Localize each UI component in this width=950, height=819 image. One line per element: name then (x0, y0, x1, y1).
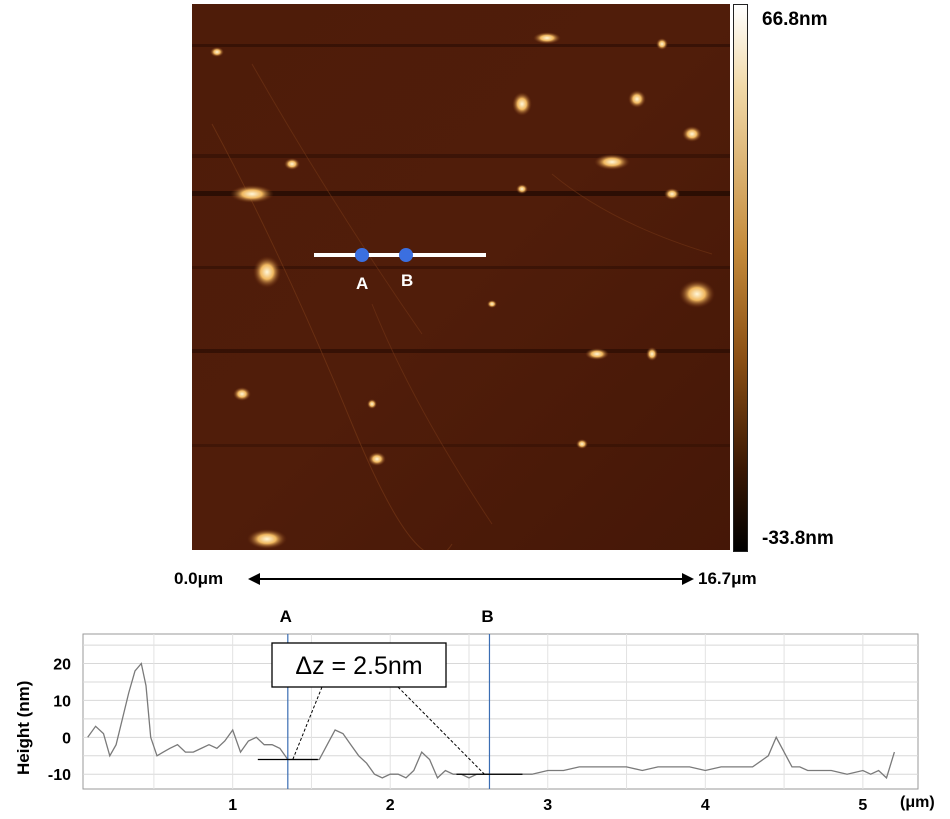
x-axis-unit: (μm) (900, 794, 935, 811)
scan-start-label: 0.0μm (174, 569, 224, 588)
scan-end-label: 16.7μm (698, 569, 757, 588)
plot-frame (82, 633, 919, 790)
point-b-label: B (401, 271, 414, 290)
y-tick-label: 0 (62, 730, 71, 747)
marker-label-b: B (481, 607, 493, 626)
colorbar-min-label: -33.8nm (762, 528, 834, 549)
leader-line-b (397, 686, 485, 775)
colorbar-max-label: 66.8nm (762, 9, 828, 30)
point-a-dot (355, 248, 369, 262)
scan-size-arrow (248, 573, 694, 585)
point-a-label: A (356, 274, 369, 293)
afm-height-image: A B (192, 4, 730, 550)
x-tick-label: 2 (386, 797, 395, 814)
x-tick-label: 3 (543, 797, 552, 814)
y-tick-label: 10 (53, 693, 71, 710)
height-profile-chart: 20 10 0 -10 1 2 3 4 5 A B Δz = 2.5nm (48, 607, 919, 814)
afm-image-svg (192, 4, 730, 550)
delta-z-annotation: Δz = 2.5nm (295, 652, 422, 680)
y-tick-label: 20 (53, 657, 71, 674)
leader-line-a (292, 686, 323, 760)
marker-label-a: A (280, 607, 292, 626)
profile-trace (87, 662, 896, 780)
x-tick-label: 4 (701, 797, 710, 814)
point-b-dot (399, 248, 413, 262)
delta-z-box (271, 642, 447, 688)
y-tick-label: -10 (48, 767, 71, 784)
height-colorbar (733, 4, 748, 552)
x-tick-label: 1 (228, 797, 237, 814)
x-tick-label: 5 (858, 797, 867, 814)
